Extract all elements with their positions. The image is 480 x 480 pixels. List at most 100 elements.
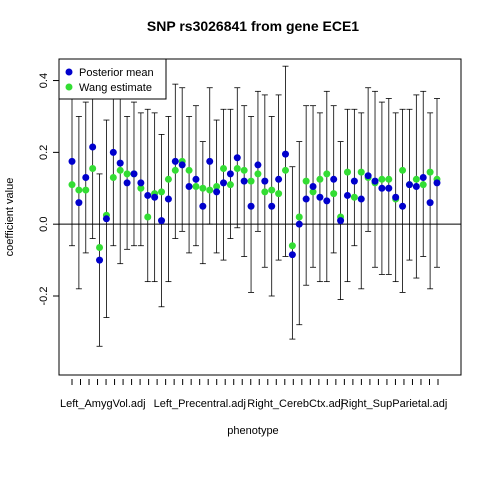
error-bar xyxy=(365,87,372,232)
error-bar xyxy=(420,90,427,257)
wang-estimate-point xyxy=(185,166,193,174)
legend-label-posterior-mean: Posterior mean xyxy=(79,67,154,79)
posterior-mean-point xyxy=(426,199,434,207)
posterior-mean-point xyxy=(226,170,234,178)
wang-estimate-point xyxy=(330,190,338,198)
x-tick-label: Right_CerebCtx.adj xyxy=(247,398,343,410)
wang-estimate-point xyxy=(412,175,420,183)
error-bar xyxy=(323,90,330,283)
wang-estimate-point xyxy=(316,175,324,183)
wang-estimate-point xyxy=(288,242,296,250)
posterior-mean-point xyxy=(378,184,386,192)
posterior-mean-point xyxy=(433,179,441,187)
posterior-mean-point xyxy=(144,191,152,199)
x-axis: Left_AmygVol.adj Left_Precentral.adj Right… xyxy=(60,379,447,410)
error-bar xyxy=(199,141,206,265)
posterior-mean-point xyxy=(75,199,83,207)
posterior-mean-point xyxy=(151,193,159,201)
wang-estimate-point xyxy=(399,166,407,174)
posterior-mean-point xyxy=(330,175,338,183)
wang-estimate-point xyxy=(220,165,228,173)
posterior-mean-point xyxy=(137,179,145,187)
wang-estimate-point xyxy=(419,181,427,189)
posterior-mean-point xyxy=(295,220,303,228)
plot-frame xyxy=(58,58,462,376)
legend-label-wang-estimate: Wang estimate xyxy=(79,82,152,94)
posterior-mean-point xyxy=(185,182,193,190)
wang-estimate-point xyxy=(199,184,207,192)
wang-estimate-point xyxy=(302,177,310,185)
wang-estimate-point xyxy=(385,175,393,183)
posterior-mean-point xyxy=(412,182,420,190)
wang-estimate-point xyxy=(295,213,303,221)
posterior-mean-point xyxy=(302,195,310,203)
posterior-mean-point xyxy=(268,202,276,210)
posterior-mean-point xyxy=(419,174,427,181)
y-tick-label: 0.4 xyxy=(38,73,50,88)
posterior-mean-point xyxy=(89,143,97,151)
wang-estimate-point xyxy=(96,244,104,252)
y-tick-label: 0.0 xyxy=(38,217,50,232)
posterior-mean-point xyxy=(192,175,200,183)
posterior-mean-point xyxy=(309,182,317,190)
error-bar xyxy=(282,65,289,257)
wang-estimate-point xyxy=(343,168,351,176)
posterior-mean-point xyxy=(199,202,207,210)
posterior-mean-point xyxy=(130,170,138,178)
legend-box xyxy=(58,58,167,100)
posterior-mean-point xyxy=(337,217,345,225)
wang-estimate-point xyxy=(158,188,166,196)
error-bar xyxy=(399,108,406,293)
posterior-mean-point xyxy=(247,202,255,210)
wang-estimate-point xyxy=(309,188,317,196)
posterior-mean-point xyxy=(405,181,413,189)
posterior-mean-point xyxy=(178,161,186,169)
error-bar xyxy=(254,90,261,232)
wang-estimate-point xyxy=(192,182,200,190)
posterior-mean-point xyxy=(371,177,379,185)
wang-estimate-point xyxy=(268,186,276,194)
posterior-mean-point xyxy=(233,154,241,162)
wang-estimate-point xyxy=(171,166,179,174)
posterior-mean-point xyxy=(316,193,324,201)
posterior-mean-point xyxy=(364,172,372,180)
legend-marker-wang-estimate xyxy=(65,83,73,91)
posterior-mean-point xyxy=(102,215,110,223)
y-axis: -0.2 0.0 0.2 0.4 xyxy=(38,73,59,306)
wang-estimate-point xyxy=(281,166,289,174)
y-tick-label: 0.2 xyxy=(38,145,50,160)
chart-title: SNP rs3026841 from gene ECE1 xyxy=(147,18,359,34)
posterior-mean-point xyxy=(82,174,90,181)
error-bar xyxy=(206,87,213,225)
wang-estimate-point xyxy=(357,168,365,176)
posterior-mean-point xyxy=(123,179,131,187)
posterior-mean-point xyxy=(385,184,393,192)
x-tick-label: Right_SupParietal.adj xyxy=(341,398,447,410)
x-tick-label: Left_Precentral.adj xyxy=(154,398,246,410)
posterior-mean-point xyxy=(164,195,172,203)
legend-marker-posterior-mean xyxy=(65,68,73,76)
wang-estimate-point xyxy=(275,190,283,198)
posterior-mean-points xyxy=(68,143,441,264)
y-tick-label: -0.2 xyxy=(38,287,50,306)
x-tick-label: Left_AmygVol.adj xyxy=(60,398,146,410)
wang-estimate-point xyxy=(68,181,76,189)
posterior-mean-point xyxy=(357,195,365,203)
posterior-mean-point xyxy=(323,197,331,205)
error-bar xyxy=(296,141,303,326)
wang-estimate-point xyxy=(240,166,248,174)
posterior-mean-point xyxy=(240,177,248,185)
error-bar xyxy=(303,105,310,286)
wang-estimate-point xyxy=(426,168,434,176)
wang-estimate-point xyxy=(109,174,117,181)
wang-estimate-point xyxy=(123,170,131,178)
posterior-mean-point xyxy=(213,188,221,196)
wang-estimate-point xyxy=(116,166,124,174)
posterior-mean-point xyxy=(399,202,407,210)
posterior-mean-point xyxy=(261,177,269,185)
wang-estimate-point xyxy=(213,182,221,190)
posterior-mean-point xyxy=(158,217,166,225)
posterior-mean-point xyxy=(392,193,400,201)
wang-estimate-point xyxy=(254,170,262,178)
